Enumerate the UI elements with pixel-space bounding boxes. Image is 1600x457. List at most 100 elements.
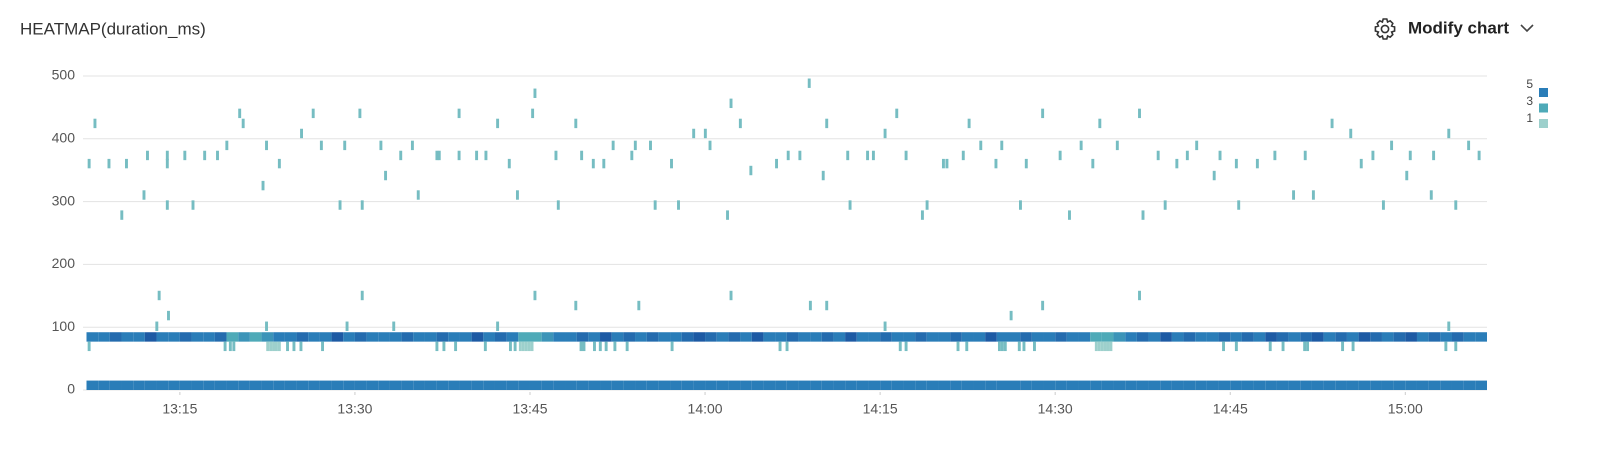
heatmap-cell [786, 150, 790, 161]
heatmap-cell [996, 332, 1009, 342]
heatmap-cell [576, 380, 589, 390]
y-tick-label: 400 [52, 130, 76, 146]
heatmap-cell [807, 78, 811, 88]
heatmap-cell [1094, 341, 1098, 352]
heatmap-cell [763, 380, 776, 390]
heatmap-cell [1475, 380, 1487, 390]
legend-swatch [1539, 88, 1548, 97]
heatmap-cell [941, 158, 945, 169]
heatmap-cell [996, 380, 1009, 390]
heatmap-cell [580, 150, 584, 161]
heatmap-cell [1381, 200, 1385, 210]
heatmap-cell [1253, 380, 1266, 390]
heatmap-cell [249, 332, 262, 342]
y-tick-label: 200 [52, 255, 76, 271]
heatmap-cell [436, 380, 449, 390]
heatmap-cell [738, 118, 742, 129]
heatmap-cell [506, 380, 519, 390]
heatmap-cell [825, 300, 829, 311]
heatmap-cells [86, 78, 1487, 390]
heatmap-cell [950, 332, 962, 342]
heatmap-cell [1115, 140, 1119, 151]
heatmap-cell [1454, 341, 1458, 352]
heatmap-cell [871, 150, 875, 161]
heatmap-cell [142, 190, 146, 200]
heatmap-cell [716, 332, 729, 342]
heatmap-cell [286, 341, 289, 352]
heatmap-cell [225, 140, 229, 151]
heatmap-cell [1393, 332, 1406, 342]
heatmap-cell [579, 341, 583, 352]
heatmap-cell [226, 332, 239, 342]
heatmap-cell [967, 118, 971, 129]
heatmap-cell [389, 380, 402, 390]
heatmap-cell [308, 380, 320, 390]
heatmap-cell [985, 380, 997, 390]
heatmap-cell [565, 332, 577, 342]
heatmap-cell [670, 341, 674, 352]
heatmap-cell [168, 380, 180, 390]
heatmap-cell [319, 332, 332, 342]
heatmap-cell [961, 332, 974, 342]
heatmap-cell [360, 200, 364, 210]
heatmap-cell [300, 128, 303, 139]
x-tick-label: 14:45 [1213, 401, 1248, 417]
heatmap-cell [133, 380, 145, 390]
heatmap-cell [86, 380, 99, 390]
heatmap-cell [331, 332, 344, 342]
heatmap-cell [703, 128, 707, 139]
heatmap-cell [459, 380, 472, 390]
heatmap-cell [389, 332, 402, 342]
heatmap-cell [109, 332, 122, 342]
heatmap-cell [611, 332, 624, 342]
heatmap-cell [437, 150, 441, 161]
heatmap-cell [1447, 321, 1451, 331]
heatmap-cell [880, 332, 892, 342]
heatmap-cell [1068, 210, 1071, 220]
heatmap-cell [366, 332, 379, 342]
heatmap-cell [265, 140, 268, 151]
heatmap-cell [109, 380, 122, 390]
heatmap-cell [1078, 332, 1091, 342]
heatmap-cell [588, 332, 601, 342]
heatmap-cell [1276, 332, 1289, 342]
heatmap-cell [238, 108, 242, 119]
heatmap-cell [165, 158, 169, 169]
heatmap-cell [1090, 332, 1102, 342]
heatmap-cell [574, 300, 578, 311]
heatmap-cell [565, 380, 577, 390]
heatmap-cell [203, 150, 207, 161]
heatmap-cell [1300, 380, 1312, 390]
heatmap-cell [979, 140, 983, 151]
heatmap-cell [1160, 380, 1172, 390]
modify-chart-label[interactable]: Modify chart [1408, 18, 1509, 37]
heatmap-cell [513, 341, 517, 352]
y-tick-label: 500 [52, 67, 76, 83]
heatmap-cell [956, 341, 960, 352]
heatmap-cell [1351, 341, 1355, 352]
heatmap-cell [442, 341, 446, 352]
heatmap-cell [410, 140, 414, 151]
heatmap-cell [1311, 380, 1324, 390]
heatmap-cell [413, 332, 425, 342]
heatmap-cell [457, 150, 461, 161]
heatmap-cell [1428, 380, 1441, 390]
heatmap-cell [1237, 200, 1241, 210]
modify-chart-button[interactable]: Modify chart [1374, 18, 1534, 40]
heatmap-cell [646, 332, 659, 342]
heatmap-cell [1020, 380, 1032, 390]
heatmap-cell [728, 332, 741, 342]
heatmap-cell [576, 332, 589, 342]
heatmap-cell [778, 341, 782, 352]
heatmap-cell [155, 321, 159, 331]
heatmap-cell [107, 158, 111, 169]
heatmap-cell [1043, 332, 1056, 342]
heatmap-cell [895, 108, 899, 119]
heatmap-cell [541, 332, 554, 342]
heatmap-cell [424, 332, 437, 342]
heatmap-cell [1024, 158, 1028, 169]
heatmap-cell [125, 158, 128, 169]
heatmap-cell [798, 332, 811, 342]
heatmap-cell [1370, 332, 1382, 342]
heatmap-cell [1113, 332, 1126, 342]
